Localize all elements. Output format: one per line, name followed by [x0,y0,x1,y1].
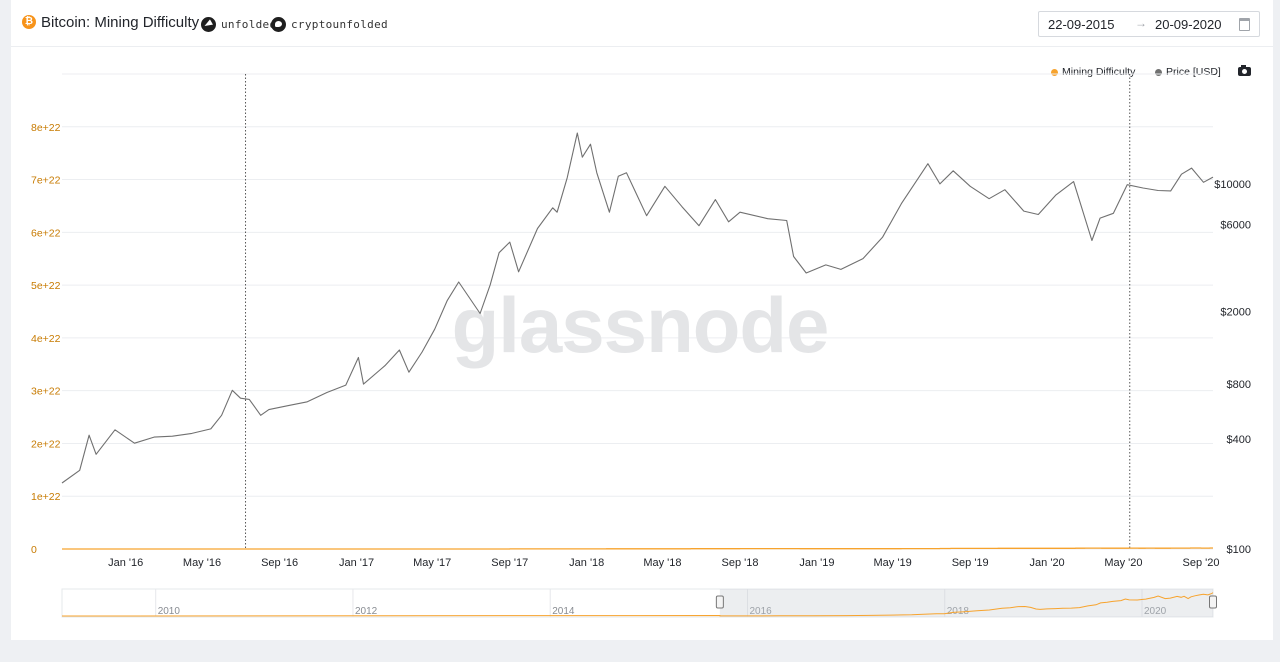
x-tick-label: Sep '20 [1183,557,1220,569]
series-line-mining-difficulty[interactable] [62,547,1213,550]
telegram-link[interactable]: unfolded [201,16,276,32]
x-tick-label: May '18 [643,557,681,569]
x-tick-label: May '16 [183,557,221,569]
arrow-right-icon: → [1135,16,1147,30]
navigator-handle-left[interactable] [715,595,724,609]
x-axis-ticks: Jan '16 May '16 Sep '16 Jan '17 May '17 Sep '… [108,557,1219,569]
chart-title: Bitcoin: Mining Difficulty [41,14,200,31]
telegram-icon [201,16,216,32]
calendar-icon[interactable] [1239,18,1250,31]
watermark: glassnode [452,281,829,369]
navigator-tick-label: 2014 [552,606,575,617]
series-line-price[interactable] [61,132,1214,484]
navigator-tick-label: 2018 [947,606,970,617]
navigator-background [61,588,1214,618]
bitcoin-icon: ₿ [22,15,36,29]
legend-item-price[interactable]: Price [USD] [1155,66,1221,78]
navigator-tick-label: 2010 [158,606,181,617]
telegram-handle: unfolded [221,17,277,31]
legend-item-mining-difficulty[interactable]: Mining Difficulty [1051,66,1135,78]
series [61,132,1214,550]
x-tick-label: Jan '19 [799,557,834,569]
y-left-tick-label: 0 [31,544,37,556]
navigator-tick-label: 2012 [355,606,378,617]
camera-icon[interactable] [1238,65,1251,76]
y-left-tick-label: 1e+22 [31,491,61,503]
navigator-series-line [61,592,1214,617]
y-left-tick-label: 3e+22 [31,386,61,398]
twitter-handle: cryptounfolded [291,17,388,31]
x-tick-label: Jan '20 [1030,557,1065,569]
legend-label: Price [USD] [1166,66,1221,78]
x-tick-label: Jan '17 [339,557,374,569]
twitter-icon [271,16,286,32]
y-left-tick-label: 2e+22 [31,438,61,450]
chart-card: ₿ Bitcoin: Mining Difficulty unfolded cr… [11,0,1273,640]
y-right-tick-label: $6000 [1220,219,1251,231]
y-right-tick-label: $2000 [1220,307,1251,319]
legend-label: Mining Difficulty [1062,66,1136,78]
y-axis-ticks: 0 1e+22 2e+22 3e+22 4e+22 5e+22 6e+22 7e+22 8e+2… [31,122,1251,556]
y-left-tick-label: 6e+22 [31,227,61,239]
navigator-tick-label: 2020 [1144,606,1167,617]
date-from-input[interactable]: 22-09-2015 [1048,17,1115,32]
y-right-tick-label: $400 [1227,434,1251,446]
navigator[interactable]: 2010 2012 2014 2016 2018 2020 [61,588,1217,618]
navigator-selection [719,589,1213,617]
twitter-link[interactable]: cryptounfolded [271,16,388,32]
y-left-tick-label: 7e+22 [31,175,61,187]
y-left-tick-label: 4e+22 [31,333,61,345]
x-tick-label: May '17 [413,557,451,569]
chart-header: ₿ Bitcoin: Mining Difficulty unfolded cr… [11,0,1273,47]
navigator-handle-right[interactable] [1209,595,1217,609]
legend-dot-icon [1155,68,1162,76]
x-tick-label: Jan '16 [108,557,143,569]
navigator-tick-label: 2016 [749,606,772,617]
legend-dot-icon [1051,68,1058,76]
y-left-tick-label: 5e+22 [31,280,61,292]
x-tick-label: Sep '17 [491,557,528,569]
date-range-picker[interactable]: 22-09-2015 → 20-09-2020 [1038,11,1260,37]
x-tick-label: May '19 [874,557,912,569]
x-tick-label: Jan '18 [569,557,604,569]
y-right-tick-label: $10000 [1214,179,1251,191]
y-left-tick-label: 8e+22 [31,122,61,134]
x-tick-label: Sep '19 [952,557,989,569]
x-tick-label: Sep '16 [261,557,298,569]
date-to-input[interactable]: 20-09-2020 [1155,17,1222,32]
x-tick-label: Sep '18 [722,557,759,569]
y-right-tick-label: $100 [1227,544,1251,556]
x-tick-label: May '20 [1104,557,1142,569]
vertical-markers [245,74,1131,549]
y-right-tick-label: $800 [1227,379,1251,391]
